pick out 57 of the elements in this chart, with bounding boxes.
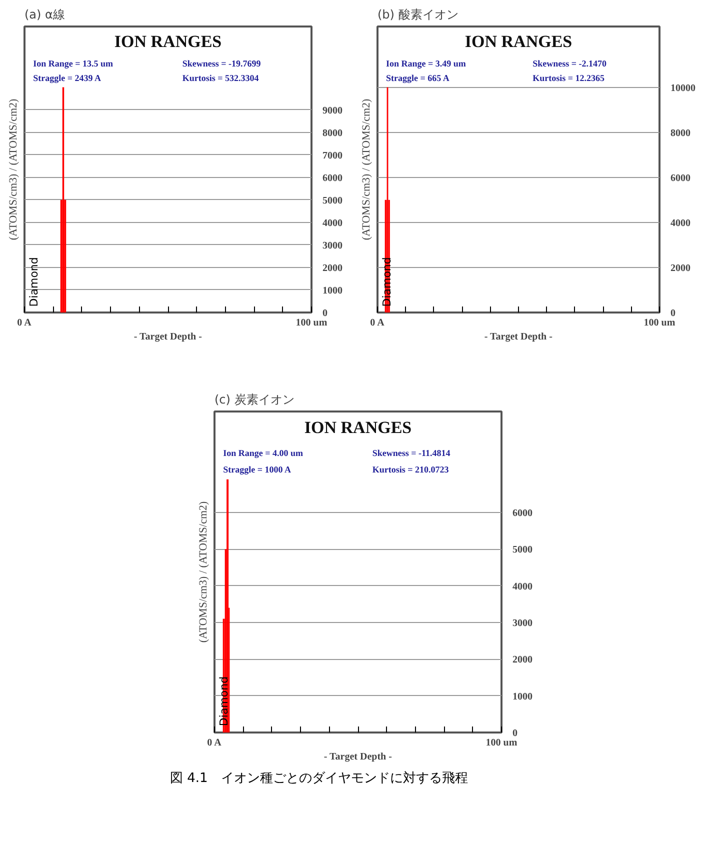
annotation: Ion Range = 3.49 um (386, 58, 466, 69)
y-tick-label: 9000 (322, 105, 342, 116)
annotation: Skewness = -2.1470 (532, 58, 607, 69)
annotation: Diamond (217, 676, 230, 726)
y-tick-label: 4000 (512, 581, 532, 592)
y-axis-title: (ATOMS/cm3) / (ATOMS/cm2) (360, 98, 372, 240)
x-axis-title: - Target Depth - (134, 332, 202, 342)
annotation: Skewness = -19.7699 (182, 58, 262, 69)
y-axis-title: (ATOMS/cm3) / (ATOMS/cm2) (198, 500, 210, 643)
chart-title: ION RANGES (464, 32, 572, 52)
y-tick-label: 6000 (322, 172, 342, 184)
annotation: Straggle = 1000 A (223, 464, 292, 474)
y-tick-label: 10000 (670, 82, 696, 94)
x-tick-label: 100 um (644, 318, 676, 328)
annotation: Diamond (380, 257, 394, 307)
y-tick-label: 7000 (322, 150, 342, 162)
y-tick-label: 1000 (322, 285, 342, 296)
caption: 図 4.1 イオン種ごとのダイヤモンドに対する飛程 (170, 770, 468, 788)
x-tick-label: 0 A (370, 318, 386, 328)
y-tick-label: 6000 (512, 508, 532, 519)
y-tick-label: 0 (670, 308, 676, 319)
x-tick-label: 100 um (486, 738, 518, 748)
x-tick-label: 0 A (17, 318, 32, 328)
y-tick-label: 6000 (670, 172, 690, 184)
annotation: Kurtosis = 210.0723 (372, 464, 450, 474)
y-tick-label: 4000 (670, 218, 690, 229)
y-tick-label: 2000 (670, 262, 690, 274)
y-tick-label: 0 (322, 308, 328, 319)
y-tick-label: 0 (512, 728, 518, 739)
y-tick-label: 1000 (512, 691, 532, 702)
y-axis-title: (ATOMS/cm3) / (ATOMS/cm2) (8, 98, 20, 240)
annotation: Skewness = -11.4814 (372, 448, 451, 458)
annotation: Ion Range = 4.00 um (223, 448, 304, 458)
annotation: Straggle = 2439 A (33, 72, 102, 83)
y-tick-label: 8000 (670, 128, 690, 139)
annotation: Kurtosis = 532.3304 (182, 72, 260, 83)
y-tick-label: 5000 (512, 544, 532, 556)
chart-title: ION RANGES (114, 32, 222, 52)
y-tick-label: 4000 (322, 218, 342, 229)
text: (b) 酸素イオン (378, 8, 458, 22)
x-tick-label: 0 A (207, 738, 222, 748)
chart-title: ION RANGES (304, 418, 412, 437)
text: (c) 炭素イオン (214, 392, 294, 406)
y-tick-label: 2000 (322, 262, 342, 274)
annotation: Ion Range = 13.5 um (33, 58, 114, 69)
y-tick-label: 2000 (512, 654, 532, 666)
annotation: Diamond (27, 257, 40, 307)
y-tick-label: 8000 (322, 128, 342, 139)
y-tick-label: 3000 (322, 240, 342, 252)
x-axis-title: - Target Depth - (484, 332, 552, 342)
annotation: Kurtosis = 12.2365 (532, 72, 605, 83)
text: (a) α線 (24, 8, 65, 22)
x-tick-label: 100 um (296, 318, 328, 328)
annotation: Straggle = 665 A (386, 72, 450, 83)
y-tick-label: 3000 (512, 618, 532, 629)
y-tick-label: 5000 (322, 195, 342, 206)
x-axis-title: - Target Depth - (324, 752, 392, 762)
